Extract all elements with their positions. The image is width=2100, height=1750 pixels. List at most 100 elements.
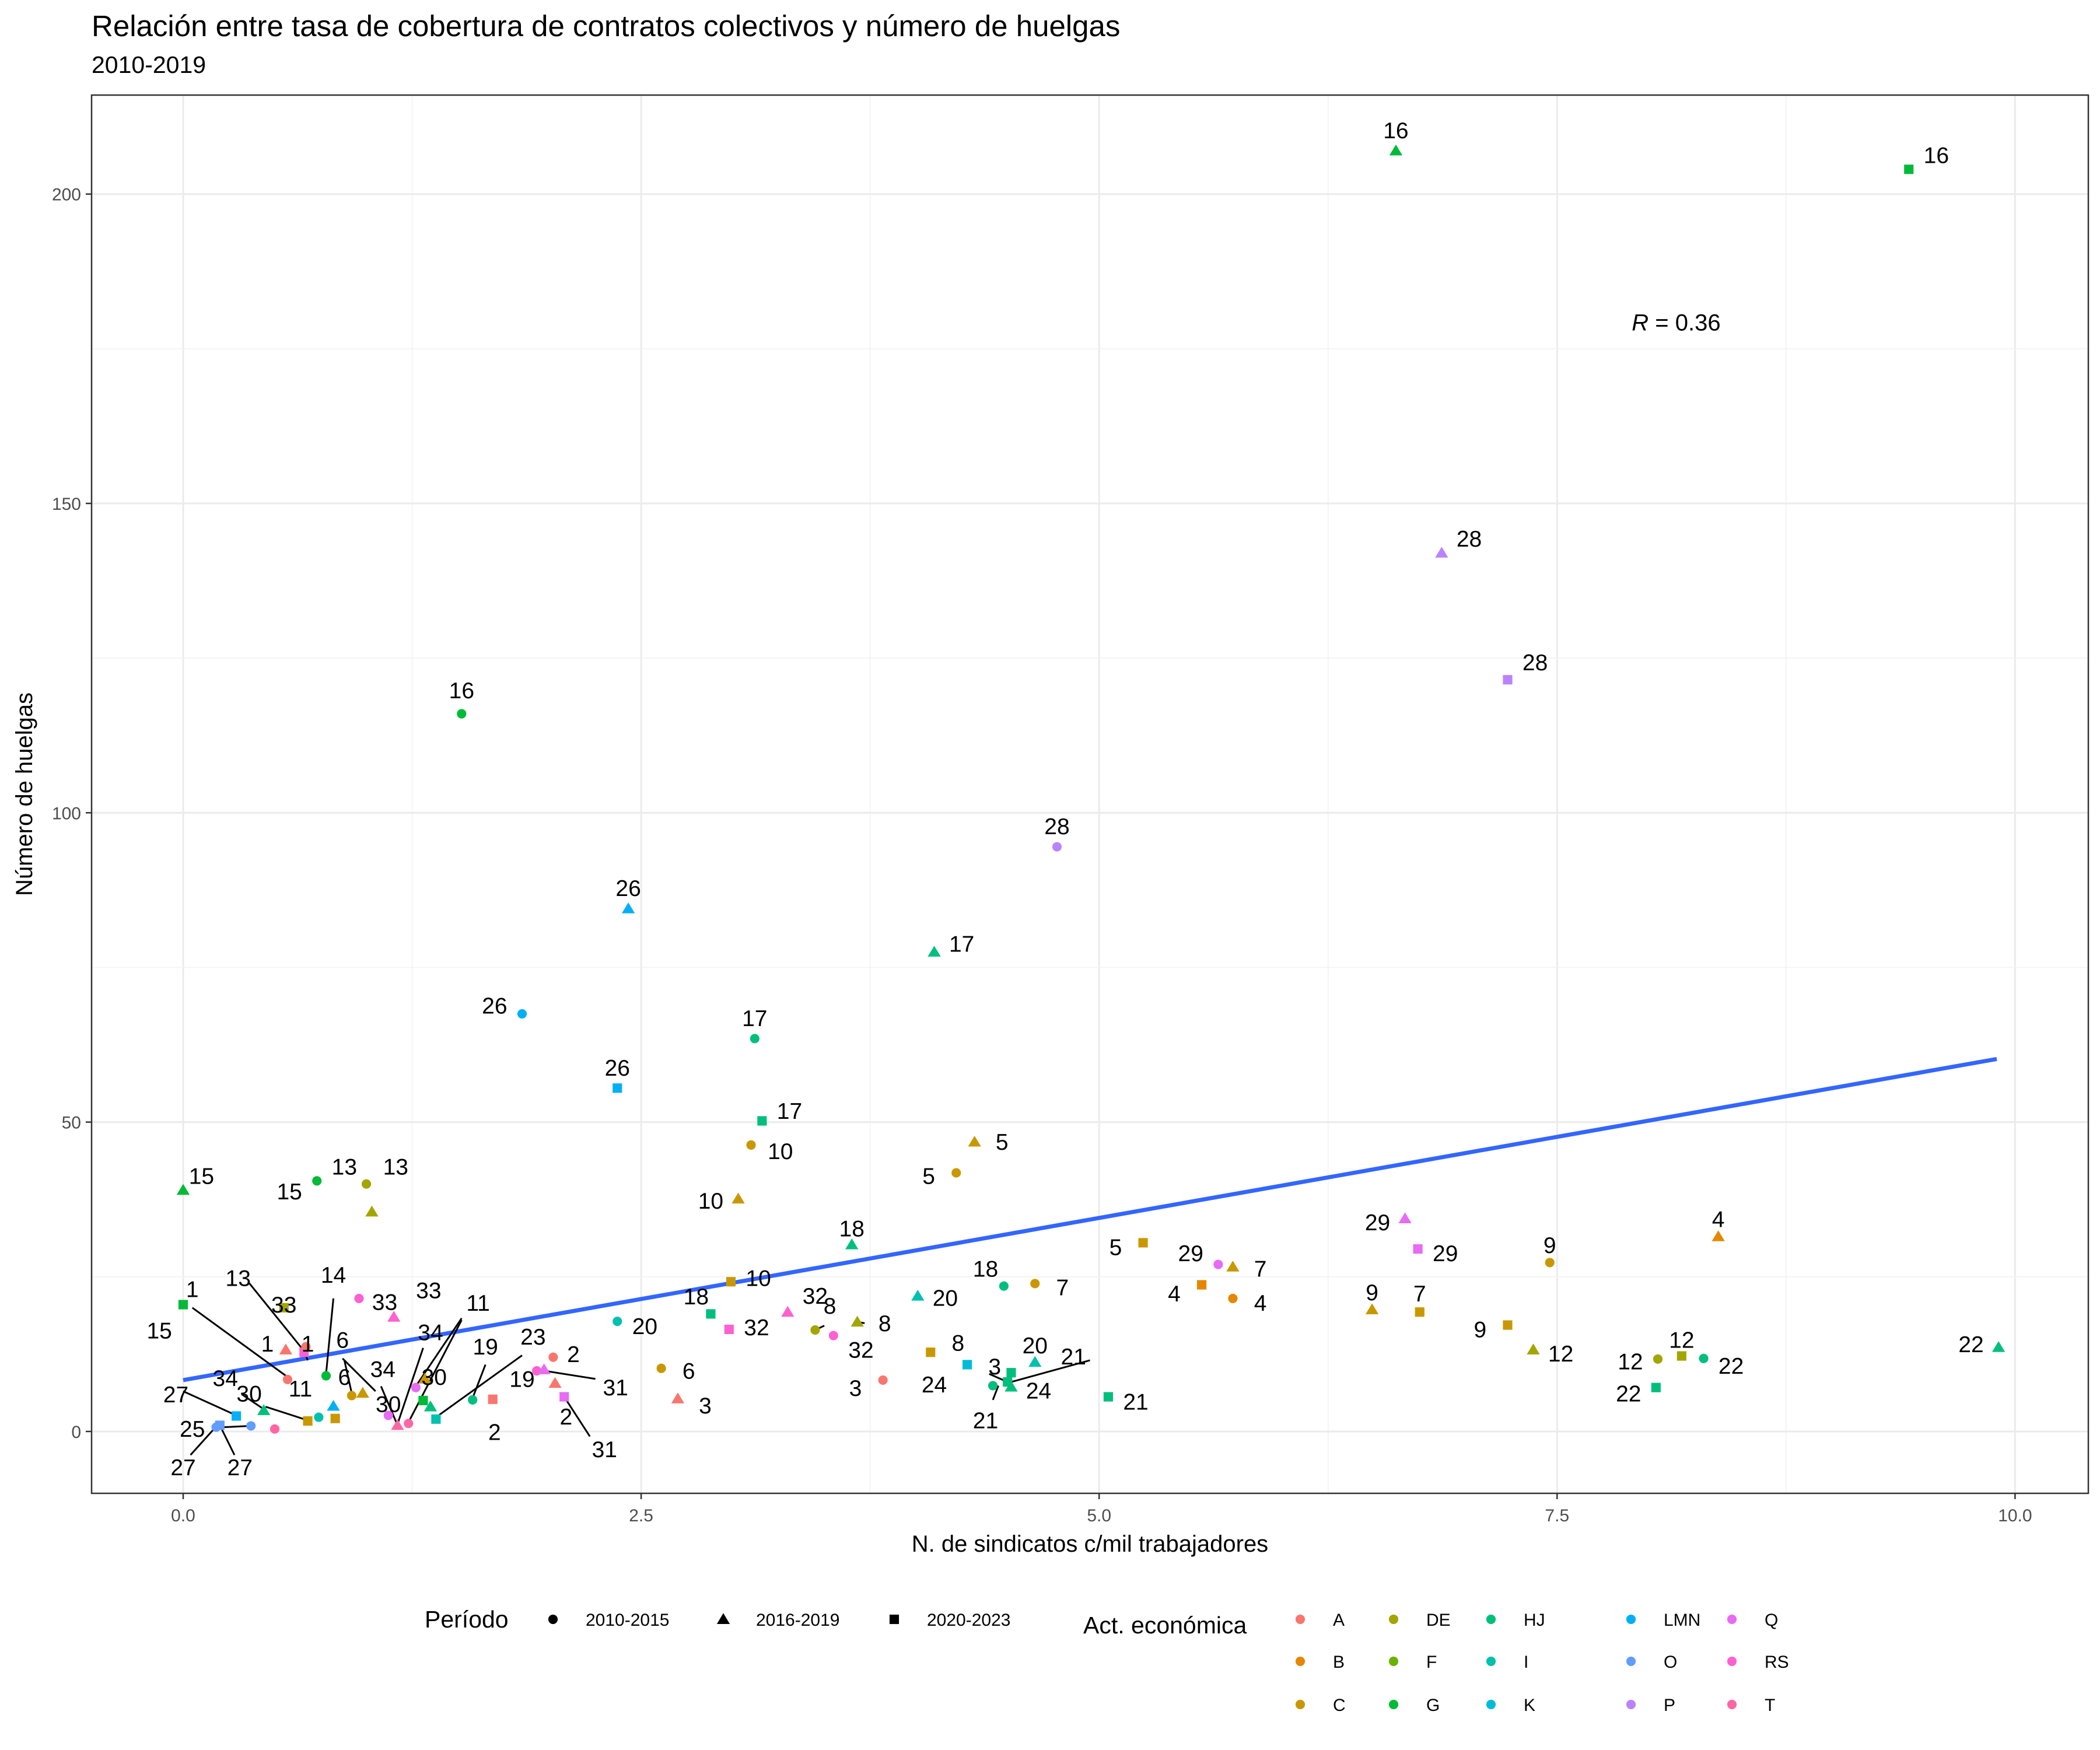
point-label: 9: [1366, 1280, 1378, 1306]
color-legend-title: Act. económica: [1083, 1612, 1247, 1639]
x-tick-label: 10.0: [1998, 1506, 2032, 1525]
point-label: 29: [1365, 1210, 1390, 1236]
x-tick-label: 2.5: [629, 1506, 653, 1525]
point-label: 2: [567, 1342, 580, 1367]
point-label: 16: [449, 678, 474, 704]
point-label: 12: [1669, 1328, 1694, 1353]
data-point: [1992, 1341, 2006, 1352]
point-label: 24: [1026, 1378, 1051, 1404]
point-label: 30: [236, 1382, 261, 1407]
data-point: [178, 1300, 188, 1310]
data-point: [270, 1424, 280, 1434]
color-legend-label: K: [1524, 1696, 1535, 1715]
color-legend-key: [1727, 1614, 1737, 1625]
data-point: [232, 1411, 242, 1421]
trend-line: [183, 1056, 1997, 1382]
data-point: [346, 1391, 357, 1401]
color-legend-label: LMN: [1664, 1611, 1700, 1630]
color-legend-label: P: [1664, 1696, 1675, 1715]
data-point: [612, 1083, 622, 1093]
data-point: [282, 1374, 293, 1384]
legend: Período 2010-2015 2016-2019 2020-2023 Act. e…: [425, 1606, 1789, 1715]
point-label: 22: [1616, 1382, 1641, 1407]
color-legend-key: [1626, 1699, 1636, 1710]
label-leader-line: [471, 1364, 487, 1399]
y-tick-label: 50: [62, 1114, 81, 1133]
point-label: 5: [1110, 1235, 1122, 1260]
data-point: [928, 946, 941, 957]
point-label: 15: [276, 1180, 302, 1205]
data-point: [559, 1392, 569, 1402]
x-tick-label: 5.0: [1087, 1506, 1111, 1525]
shape-legend-key: [548, 1614, 558, 1625]
data-point: [1003, 1377, 1013, 1387]
point-label: 34: [370, 1357, 396, 1382]
data-point: [215, 1420, 225, 1430]
shape-legend-label: 2016-2019: [756, 1611, 839, 1630]
data-point: [1030, 1279, 1040, 1289]
point-label: 3: [699, 1394, 712, 1419]
data-point: [257, 1404, 271, 1415]
data-point: [968, 1135, 981, 1147]
point-label: 15: [146, 1319, 172, 1344]
correlation-label: R = 0.36: [1632, 310, 1720, 335]
color-legend-key: [1295, 1656, 1306, 1667]
data-point: [1028, 1356, 1042, 1367]
data-point: [845, 1238, 859, 1250]
shape-legend-label: 2020-2023: [927, 1611, 1010, 1630]
data-point: [671, 1392, 685, 1404]
data-point: [279, 1303, 289, 1312]
point-label: 17: [949, 932, 974, 957]
data-point: [537, 1363, 551, 1374]
data-point: [301, 1342, 311, 1352]
color-legend-label: G: [1426, 1696, 1440, 1715]
point-label: 23: [520, 1325, 545, 1350]
label-leader-line: [191, 1307, 288, 1378]
data-point: [354, 1293, 364, 1303]
label-leader-line: [435, 1354, 523, 1418]
point-label: 7: [1254, 1256, 1267, 1282]
color-legend-label: F: [1426, 1653, 1437, 1672]
point-label: 9: [1544, 1233, 1556, 1258]
data-point: [1365, 1303, 1379, 1314]
point-label: 19: [509, 1367, 534, 1392]
color-legend-label: T: [1765, 1696, 1775, 1715]
color-legend-label: RS: [1765, 1653, 1789, 1672]
point-label: 22: [1718, 1354, 1744, 1379]
label-leader-line: [563, 1396, 591, 1437]
point-label: 28: [1044, 814, 1069, 839]
color-legend-key: [1486, 1614, 1496, 1625]
y-axis-title: Número de huelgas: [12, 692, 37, 896]
point-label: 8: [952, 1331, 965, 1356]
point-label: 6: [682, 1359, 695, 1384]
point-label: 21: [973, 1408, 998, 1433]
data-point: [468, 1395, 478, 1405]
data-point: [418, 1395, 428, 1405]
data-point: [724, 1324, 734, 1335]
shape-legend-label: 2010-2015: [586, 1611, 669, 1630]
data-point: [321, 1371, 331, 1381]
point-label: 21: [1123, 1390, 1148, 1415]
color-legend-label: C: [1333, 1696, 1346, 1715]
data-point: [1435, 547, 1448, 558]
data-point: [757, 1116, 767, 1126]
data-point: [1712, 1230, 1725, 1241]
data-point: [1398, 1212, 1412, 1224]
point-label: 20: [632, 1314, 657, 1339]
data-point: [850, 1315, 864, 1327]
color-legend-key: [1388, 1614, 1399, 1625]
point-label: 29: [1433, 1241, 1458, 1266]
data-point: [457, 709, 467, 719]
trend-line-layer: [183, 1056, 1997, 1382]
point-label: 32: [803, 1284, 828, 1309]
data-point: [999, 1281, 1009, 1291]
point-label: 5: [996, 1130, 1009, 1155]
data-point: [1527, 1343, 1540, 1354]
data-point: [548, 1377, 562, 1388]
point-label: 21: [1061, 1345, 1086, 1370]
data-point: [383, 1410, 393, 1420]
point-label: 1: [302, 1332, 314, 1357]
point-label: 10: [746, 1266, 771, 1291]
point-label: 5: [922, 1164, 935, 1189]
point-label: 31: [603, 1376, 628, 1401]
